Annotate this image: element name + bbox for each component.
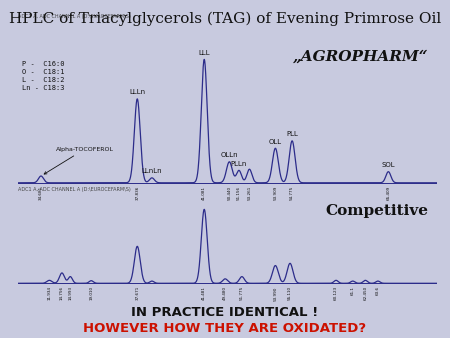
Text: LLnLn: LLnLn [142,168,162,174]
Text: LLL: LLL [198,50,210,56]
Text: OLL: OLL [269,139,282,145]
Text: 61.1: 61.1 [351,286,355,295]
Text: 51.775: 51.775 [240,286,244,300]
Text: HPLC of Triacylglycerols (TAG) of Evening Primrose Oil: HPLC of Triacylglycerols (TAG) of Evenin… [9,12,441,26]
Text: HOWEVER HOW THEY ARE OXIDATED?: HOWEVER HOW THEY ARE OXIDATED? [83,322,367,335]
Text: ADC1 A, ADC CHANNEL A (D:\EUROCEFARM\S): ADC1 A, ADC CHANNEL A (D:\EUROCEFARM\S) [18,187,131,192]
Text: 50.440: 50.440 [227,186,231,200]
Text: 53.909: 53.909 [274,186,277,200]
Text: LLLn: LLLn [129,89,145,95]
Text: 53.990: 53.990 [274,286,277,300]
Text: 14.756: 14.756 [60,286,64,300]
Text: 37.836: 37.836 [135,186,139,200]
Text: Competitive: Competitive [325,203,428,218]
Text: 63.6: 63.6 [376,286,380,295]
Text: Alpha-TOCOFEROL: Alpha-TOCOFEROL [44,147,114,174]
Text: 54.775: 54.775 [290,186,294,200]
Text: 62.450: 62.450 [363,286,367,300]
Text: 49.480: 49.480 [223,286,227,300]
Text: ADC1 A, ADC CHANNEL A (D:\EUROCEFARM\S): ADC1 A, ADC CHANNEL A (D:\EUROCEFARM\S) [18,14,131,19]
Text: P -  C16:0
O -  C18:1
L -  C18:2
Ln - C18:3: P - C16:0 O - C18:1 L - C18:2 Ln - C18:3 [22,61,65,91]
Text: 41.481: 41.481 [202,286,206,300]
Text: 65.409: 65.409 [387,186,390,200]
Text: 51.156: 51.156 [237,186,241,200]
Text: PLLn: PLLn [231,161,247,167]
Text: 11.934: 11.934 [47,286,51,300]
Text: IN PRACTICE IDENTICAL !: IN PRACTICE IDENTICAL ! [131,306,319,319]
Text: PLL: PLL [286,131,298,137]
Text: 37.671: 37.671 [135,286,139,300]
Text: OLLn: OLLn [220,152,238,158]
Text: 60.123: 60.123 [334,286,338,300]
Text: SOL: SOL [382,162,395,168]
Text: 41.081: 41.081 [202,186,206,200]
Text: 14.993: 14.993 [68,286,72,300]
Text: 55.110: 55.110 [288,286,292,300]
Text: 19.010: 19.010 [89,286,93,300]
Text: 53.261: 53.261 [248,186,252,200]
Text: „AGROPHARM“: „AGROPHARM“ [292,50,428,64]
Text: 34.681: 34.681 [39,186,43,200]
